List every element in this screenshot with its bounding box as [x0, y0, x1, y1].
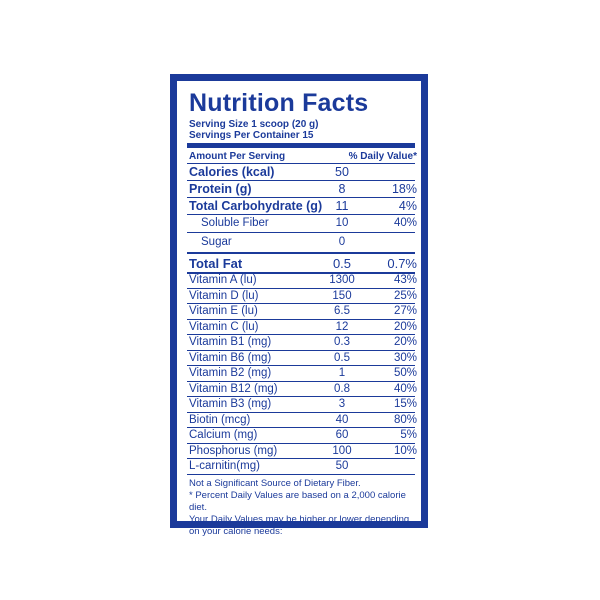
thick-rule: [187, 143, 415, 148]
row-amount: 1: [338, 367, 346, 379]
row-name: Total Fat: [189, 255, 243, 271]
row-name: Total Carbohydrate (g): [189, 199, 323, 214]
rule: [187, 411, 415, 413]
row-name: Biotin (mcg): [189, 413, 251, 426]
row-dv: 80%: [393, 413, 417, 426]
row-name: Vitamin B3 (mg): [189, 398, 272, 410]
row-amount: 12: [335, 320, 349, 333]
note: * Percent Daily Values are based on a 2,…: [189, 489, 406, 513]
row-amount: 60: [335, 429, 349, 441]
row-name: Sugar: [201, 236, 232, 249]
rule: [187, 473, 415, 475]
row-name: Vitamin B2 (mg): [189, 367, 272, 379]
row-amount: 0.5: [334, 351, 350, 364]
row-amount: 10: [335, 217, 349, 230]
nutrition-label: Nutrition Facts Serving Size 1 scoop (20…: [170, 74, 428, 537]
row-name: Vitamin B12 (mg): [189, 382, 278, 395]
rule: [187, 349, 415, 351]
row-name: Calories (kcal): [189, 165, 275, 180]
row-name: L-carnitin(mg): [189, 460, 260, 472]
rule: [187, 272, 415, 274]
row-dv: 50%: [393, 367, 417, 379]
row-dv: 0.7%: [387, 255, 417, 271]
rule: [187, 396, 415, 397]
row-amount: 1300: [329, 274, 355, 286]
row-name: Phosphorus (mg): [189, 444, 278, 457]
rule: [187, 334, 415, 335]
row-amount: 11: [335, 199, 349, 214]
servings: Servings Per Container 15: [189, 130, 314, 141]
row-dv: 5%: [400, 429, 417, 441]
note: Your Daily Values may be higher or lower…: [189, 513, 410, 537]
rule: [187, 287, 415, 289]
row-name: Protein (g): [189, 182, 252, 197]
row-dv: 4%: [398, 199, 417, 214]
row-amount: 50: [335, 460, 349, 472]
row-dv: 25%: [393, 289, 417, 302]
row-dv: 30%: [393, 351, 417, 364]
rule: [187, 380, 415, 382]
row-dv: 10%: [393, 444, 417, 457]
row-amount: 100: [332, 444, 352, 457]
row-dv: 18%: [391, 182, 417, 197]
rule: [187, 180, 415, 181]
rule: [187, 458, 415, 459]
rule: [187, 197, 415, 198]
row-amount: 50: [335, 165, 349, 180]
rule: [187, 303, 415, 304]
row-amount: 150: [332, 289, 352, 302]
row-name: Vitamin E (lu): [189, 305, 258, 317]
rule: [187, 214, 415, 215]
notes: Not a Significant Source of Dietary Fibe…: [189, 478, 413, 538]
dv-header: % Daily Value*: [348, 151, 417, 162]
row-name: Vitamin B6 (mg): [189, 351, 272, 364]
row-dv: 40%: [393, 382, 417, 395]
amount-header: Amount Per Serving: [189, 151, 286, 162]
rule: [187, 442, 415, 444]
row-amount: 0.8: [334, 382, 350, 395]
row-amount: 3: [338, 398, 346, 410]
title: Nutrition Facts: [189, 89, 369, 117]
note: Not a Significant Source of Dietary Fibe…: [189, 477, 361, 489]
serving-size: Serving Size 1 scoop (20 g): [189, 119, 319, 130]
rule: [187, 252, 415, 254]
row-name: Calcium (mg): [189, 429, 258, 441]
rule: [187, 365, 415, 366]
row-name: Vitamin A (lu): [189, 274, 257, 286]
row-dv: 15%: [393, 398, 417, 410]
rule: [187, 232, 415, 233]
row-amount: 0.3: [334, 336, 350, 348]
row-dv: 27%: [393, 305, 417, 317]
row-name: Vitamin C (lu): [189, 320, 259, 333]
row-name: Soluble Fiber: [201, 217, 269, 230]
row-amount: 8: [338, 182, 346, 197]
row-dv: 20%: [393, 320, 417, 333]
row-amount: 0.5: [332, 255, 352, 271]
rule: [187, 163, 415, 164]
row-name: Vitamin D (lu): [189, 289, 259, 302]
row-amount: 40: [335, 413, 349, 426]
rule: [187, 427, 415, 428]
row-dv: 43%: [393, 274, 417, 286]
rule: [187, 318, 415, 320]
row-amount: 6.5: [334, 305, 350, 317]
row-amount: 0: [338, 236, 346, 249]
row-dv: 20%: [393, 336, 417, 348]
row-dv: 40%: [393, 217, 417, 230]
row-name: Vitamin B1 (mg): [189, 336, 272, 348]
